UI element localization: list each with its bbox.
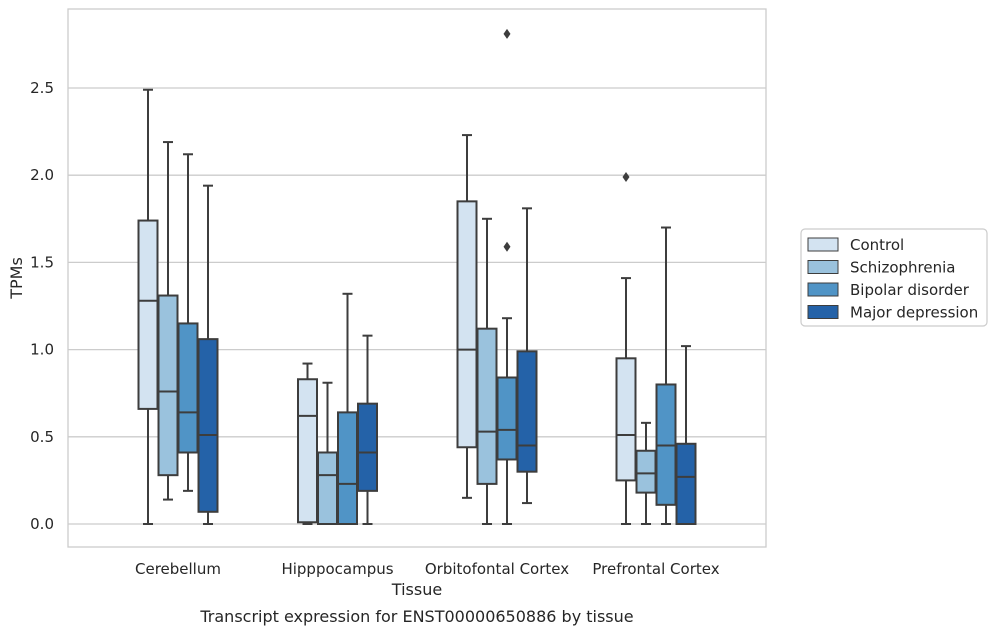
- iqr-box: [615, 357, 637, 482]
- x-tick-label: Hipppocampus: [281, 560, 393, 578]
- plot-frame: [67, 8, 767, 548]
- box-control: [456, 134, 478, 499]
- box-major-depression: [197, 184, 219, 525]
- x-tick-label: Prefrontal Cortex: [592, 560, 719, 578]
- legend-swatch: [807, 237, 839, 252]
- iqr-box: [675, 442, 697, 525]
- box-schizophrenia: [635, 421, 657, 525]
- y-tick-labels: 0.0 0.5 1.0 1.5 2.0 2.5: [30, 79, 54, 533]
- y-tick-label: 2.0: [30, 166, 54, 184]
- iqr-box: [456, 200, 478, 449]
- legend-swatch: [807, 305, 839, 319]
- iqr-box: [317, 451, 338, 525]
- y-tick-label: 0.5: [30, 428, 54, 446]
- iqr-box: [177, 322, 199, 454]
- y-tick-label: 0.0: [30, 515, 54, 533]
- box-schizophrenia: [157, 141, 179, 501]
- iqr-box: [137, 219, 159, 410]
- x-tick-labels: Cerebellum Hipppocampus Orbitofontal Corte…: [135, 560, 720, 578]
- outlier-point: [622, 171, 630, 182]
- iqr-box: [337, 411, 358, 525]
- y-tick-label: 1.0: [30, 341, 54, 359]
- legend-swatch: [807, 260, 839, 274]
- box-major-depression: [516, 207, 538, 505]
- legend-label: Control: [850, 236, 904, 254]
- chart-caption: Transcript expression for ENST0000065088…: [199, 607, 633, 626]
- outlier-point: [503, 28, 511, 39]
- legend-frame: [800, 228, 988, 327]
- legend-swatch: [807, 282, 839, 297]
- iqr-box: [297, 378, 318, 524]
- iqr-box: [635, 449, 657, 494]
- x-axis-title: Tissue: [391, 580, 442, 599]
- outlier-point: [503, 241, 511, 252]
- y-axis-title: TPMs: [7, 257, 26, 300]
- iqr-box: [496, 376, 518, 461]
- legend-label: Major depression: [850, 304, 978, 322]
- x-tick-label: Orbitofontal Cortex: [425, 560, 569, 578]
- iqr-box: [516, 350, 538, 473]
- legend-label: Bipolar disorder: [850, 281, 970, 299]
- y-tick-label: 2.5: [30, 79, 54, 97]
- x-tick-label: Cerebellum: [135, 560, 221, 578]
- box-control: [615, 171, 637, 525]
- iqr-box: [197, 338, 219, 513]
- y-tick-label: 1.5: [30, 253, 54, 271]
- legend-label: Schizophrenia: [850, 259, 955, 277]
- box-major-depression: [357, 334, 378, 525]
- iqr-box: [357, 402, 378, 492]
- box-bipolar-disorder: [337, 292, 358, 525]
- box-series: [137, 28, 697, 525]
- box-bipolar-disorder: [655, 226, 677, 525]
- iqr-box: [157, 294, 179, 477]
- box-schizophrenia: [317, 381, 338, 525]
- box-control: [297, 362, 318, 525]
- box-control: [137, 88, 159, 525]
- iqr-box: [476, 327, 498, 485]
- legend: Control Schizophrenia Bipolar disorder Majo…: [800, 228, 988, 327]
- box-major-depression: [675, 345, 697, 525]
